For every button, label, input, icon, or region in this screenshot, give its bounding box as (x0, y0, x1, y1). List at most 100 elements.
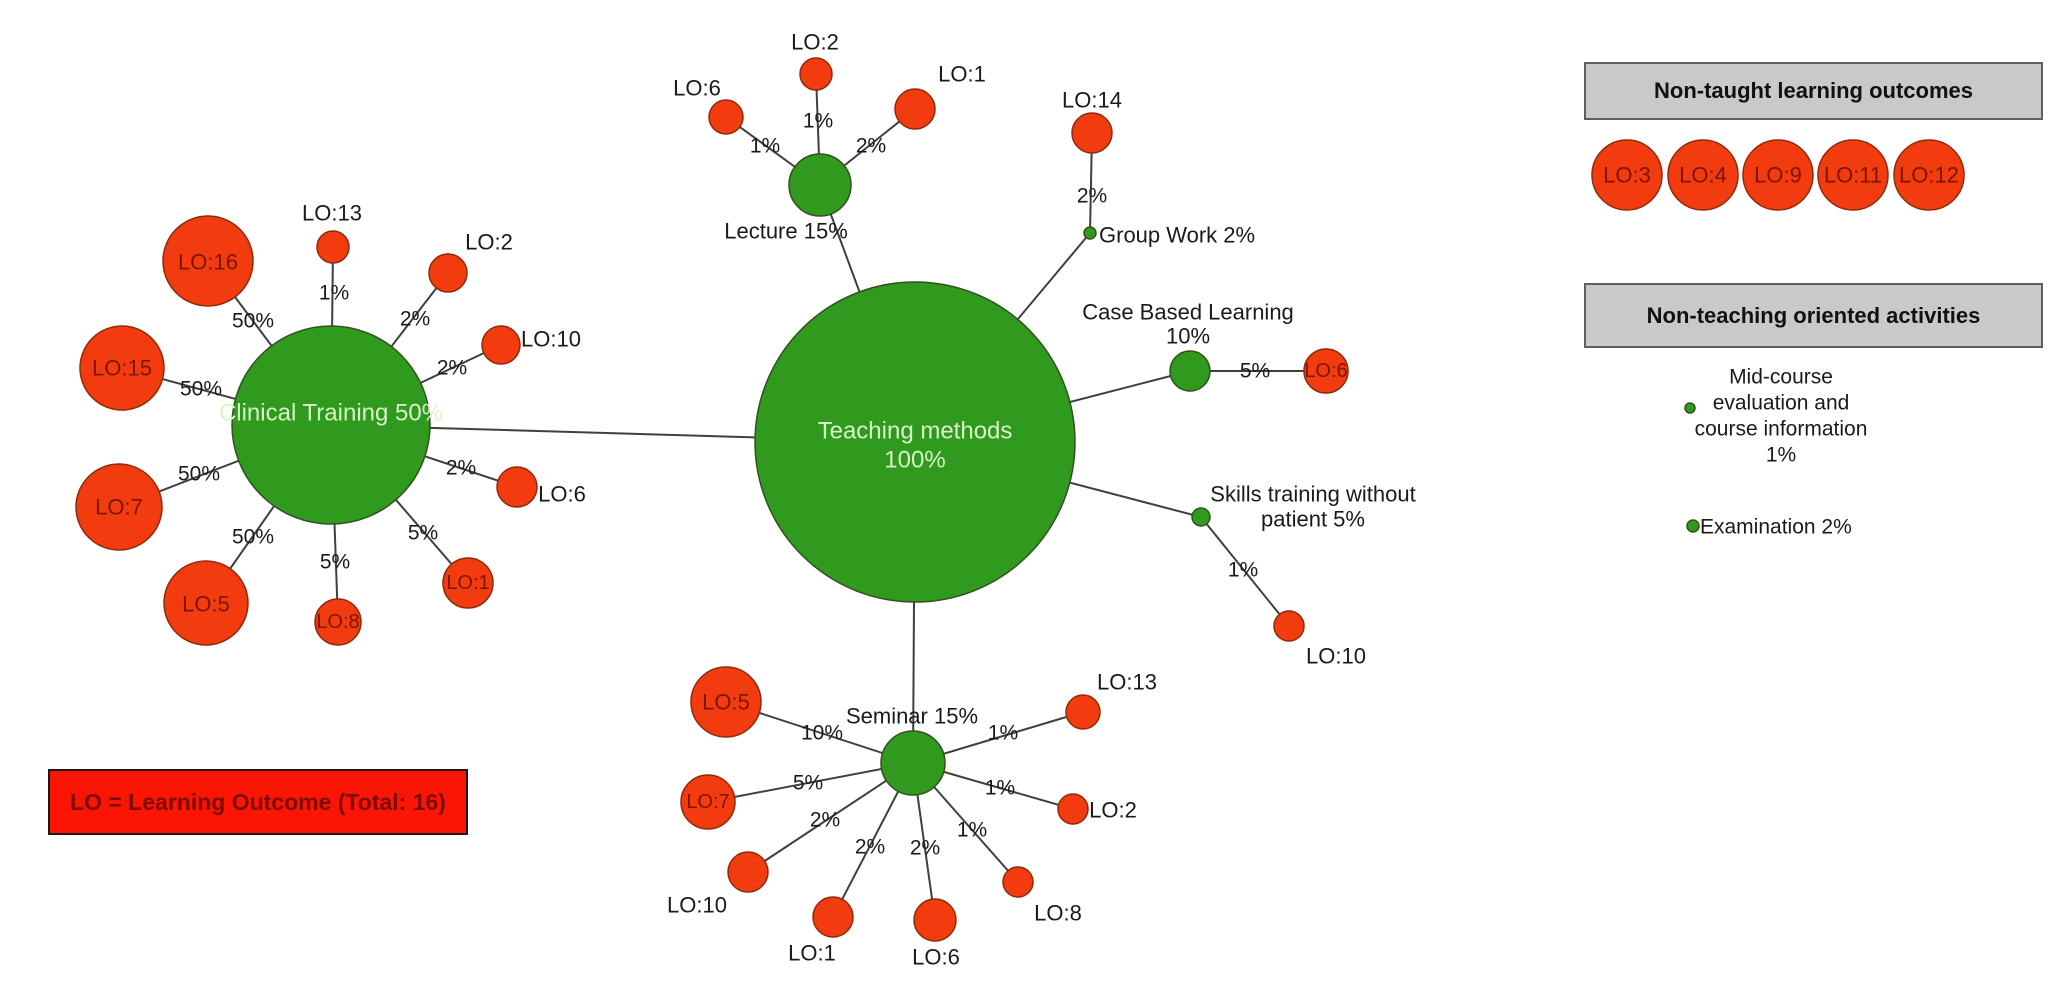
edge-label-clinical-training-clinical-lo7: 50% (178, 463, 220, 486)
edge-label-seminar-seminar-lo1: 2% (855, 836, 885, 859)
node-panel-lo3 (1591, 139, 1663, 211)
seminar-lo13-label: LO:13 (1097, 670, 1157, 695)
edge-label-clinical-training-clinical-lo13: 1% (319, 282, 349, 305)
node-cbl-lo6 (1303, 348, 1349, 394)
clinical-lo16-inside: LO:16 (178, 250, 238, 275)
node-panel-lo12 (1893, 139, 1965, 211)
lecture-lo1-label: LO:1 (938, 62, 986, 87)
clinical-lo13-label: LO:13 (302, 201, 362, 226)
seminar-label: Seminar 15% (846, 704, 978, 729)
cbl-lo6-inside: LO:6 (1304, 360, 1347, 382)
skills-lo10-label: LO:10 (1306, 644, 1366, 669)
panel-lo11-inside: LO:11 (1824, 163, 1882, 188)
clinical-lo1-inside: LO:1 (446, 572, 489, 594)
edge-label-clinical-training-clinical-lo8: 5% (320, 551, 350, 574)
node-clinical-lo5 (163, 560, 249, 646)
node-clinical-lo6 (496, 466, 538, 508)
edge-label-lecture-lecture-lo6: 1% (750, 135, 780, 158)
node-seminar-lo7 (680, 774, 736, 830)
node-lecture-lo2 (799, 57, 833, 91)
node-seminar-lo5 (690, 666, 762, 738)
node-panel-lo11 (1817, 139, 1889, 211)
edge-label-group-work-groupwork-lo14: 2% (1077, 185, 1107, 208)
clinical-lo8-inside: LO:8 (316, 611, 359, 633)
seminar-lo5-inside: LO:5 (702, 690, 750, 715)
edge-label-seminar-seminar-lo6: 2% (910, 837, 940, 860)
non-taught-outcomes-header: Non-taught learning outcomes (1584, 62, 2043, 120)
panel-lo9-inside: LO:9 (1754, 163, 1802, 188)
seminar-lo8-label: LO:8 (1034, 901, 1082, 926)
edge-label-clinical-training-clinical-lo15: 50% (180, 378, 222, 401)
lo-legend-text: LO = Learning Outcome (Total: 16) (70, 788, 446, 815)
groupwork-label: Group Work 2% (1099, 223, 1255, 248)
edge-label-seminar-seminar-lo5: 10% (801, 722, 843, 745)
clinical-lo7-inside: LO:7 (95, 495, 143, 520)
node-seminar-lo6 (913, 898, 957, 942)
non-teaching-activities-title: Non-teaching oriented activities (1646, 302, 1981, 328)
node-seminar-lo2 (1057, 793, 1089, 825)
node-skills-lo10 (1273, 610, 1305, 642)
edge-label-clinical-training-clinical-lo5: 50% (232, 526, 274, 549)
edge-label-seminar-seminar-lo8: 1% (957, 819, 987, 842)
clinical-lo15-inside: LO:15 (92, 356, 152, 381)
seminar-lo2-label: LO:2 (1089, 798, 1137, 823)
node-seminar-lo1 (812, 896, 854, 938)
clinical-lo2-label: LO:2 (465, 230, 513, 255)
panel-lo4-inside: LO:4 (1679, 163, 1727, 188)
node-clinical-lo7 (75, 463, 163, 551)
edge-label-seminar-seminar-lo2: 1% (985, 777, 1015, 800)
lo14-label: LO:14 (1062, 88, 1122, 113)
node-lecture-lo6 (708, 99, 744, 135)
midcourse-line1: Mid-course (1729, 366, 1833, 389)
node-case-based-learning (1169, 350, 1211, 392)
edge-label-clinical-training-clinical-lo10: 2% (437, 357, 467, 380)
edge-skills-training-skills-lo10 (1200, 516, 1290, 627)
cbl-label-line2: 10% (1166, 324, 1210, 349)
node-examination-dot (1686, 519, 1700, 533)
clinical-lo6-label: LO:6 (538, 482, 586, 507)
midcourse-line3: course information (1695, 418, 1868, 441)
edge-label-seminar-seminar-lo13: 1% (988, 722, 1018, 745)
clinical-lo10-label: LO:10 (521, 327, 581, 352)
node-clinical-lo13 (316, 230, 350, 264)
cbl-label-line1: Case Based Learning (1082, 300, 1294, 325)
node-seminar-lo8 (1002, 866, 1034, 898)
seminar-lo7-inside: LO:7 (686, 791, 729, 813)
node-clinical-lo8 (314, 598, 362, 646)
teaching-label-line1: Teaching methods (818, 418, 1013, 445)
non-teaching-activities-header: Non-teaching oriented activities (1584, 283, 2043, 348)
node-skills-training (1191, 507, 1211, 527)
node-clinical-lo2 (428, 253, 468, 293)
edge-label-skills-training-skills-lo10: 1% (1228, 559, 1258, 582)
panel-lo3-inside: LO:3 (1603, 163, 1651, 188)
node-panel-lo9 (1742, 139, 1814, 211)
clinical-lo5-inside: LO:5 (182, 592, 230, 617)
node-teaching-methods (754, 281, 1076, 603)
node-lecture (788, 153, 852, 217)
lecture-label: Lecture 15% (724, 219, 848, 244)
lecture-lo6-label: LO:6 (673, 76, 721, 101)
midcourse-line2: evaluation and (1713, 392, 1850, 415)
edge-label-case-based-learning-cbl-lo6: 5% (1240, 360, 1270, 383)
skills-label-line1: Skills training without (1210, 482, 1415, 507)
skills-label-line2: patient 5% (1261, 507, 1365, 532)
node-group-work (1083, 226, 1097, 240)
edge-label-lecture-lecture-lo2: 1% (803, 110, 833, 133)
edge-label-clinical-training-clinical-lo1: 5% (408, 522, 438, 545)
examination-label: Examination 2% (1700, 516, 1852, 539)
node-clinical-lo1 (442, 557, 494, 609)
edge-label-seminar-seminar-lo10: 2% (810, 809, 840, 832)
lecture-lo2-label: LO:2 (791, 30, 839, 55)
panel-lo12-inside: LO:12 (1899, 163, 1959, 188)
edge-seminar-seminar-lo10 (747, 762, 914, 873)
edge-label-lecture-lecture-lo1: 2% (856, 135, 886, 158)
node-clinical-training (231, 325, 431, 525)
edge-label-clinical-training-clinical-lo16: 50% (232, 310, 274, 333)
edge-label-clinical-training-clinical-lo2: 2% (400, 308, 430, 331)
node-clinical-lo16 (162, 215, 254, 307)
node-groupwork-lo14 (1071, 112, 1113, 154)
seminar-lo6-label: LO:6 (912, 945, 960, 970)
midcourse-line4: 1% (1766, 444, 1796, 467)
seminar-lo10-label: LO:10 (667, 893, 727, 918)
